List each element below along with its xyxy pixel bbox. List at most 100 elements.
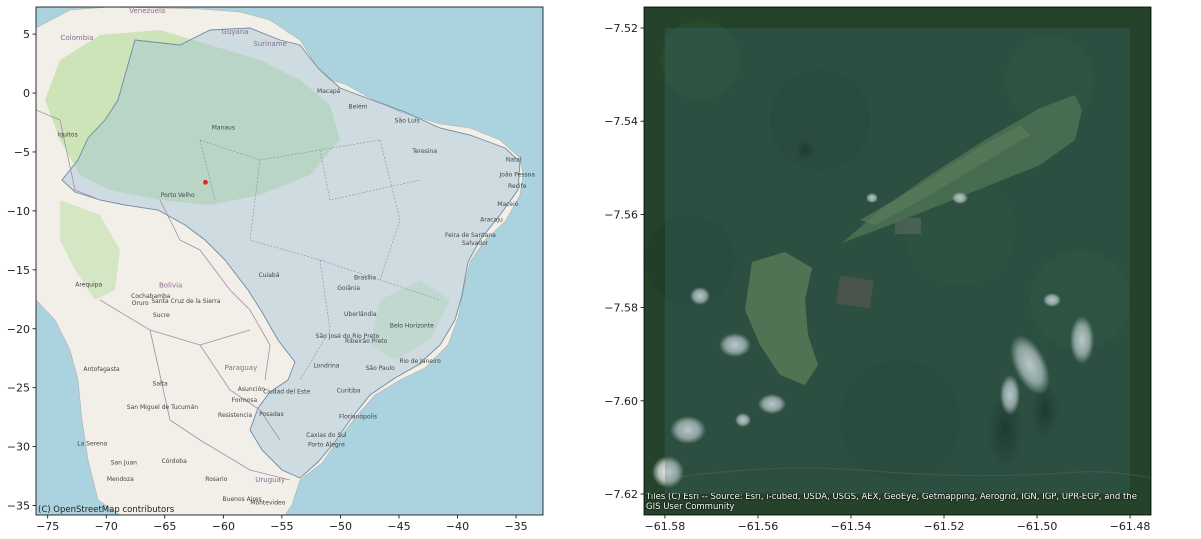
- country-label: Paraguay: [225, 364, 258, 372]
- y-tick-label: −20: [7, 323, 30, 336]
- y-tick-label: −5: [14, 146, 30, 159]
- city-label: Uberlândia: [344, 311, 377, 318]
- city-label: São Paulo: [366, 365, 396, 372]
- y-tick-label: −7.58: [604, 302, 638, 315]
- city-label: Florianópolis: [339, 413, 377, 420]
- city-label: Posadas: [259, 411, 284, 418]
- clearing-west: [745, 252, 818, 385]
- x-tick-label: −61.48: [1110, 520, 1151, 533]
- cloud: [719, 333, 751, 357]
- y-tick-label: 5: [23, 28, 30, 41]
- clearing-northeast-strip: [860, 125, 1030, 225]
- cloud: [670, 416, 706, 444]
- andes-forest: [60, 200, 120, 300]
- y-tick-label: −15: [7, 264, 30, 277]
- right-map-axes: Tiles (C) Esri -- Source: Esri, i-cubed,…: [604, 6, 1152, 533]
- city-label: Natal: [506, 156, 522, 163]
- city-label: Salvador: [462, 240, 489, 247]
- country-label: Bolivia: [159, 282, 182, 290]
- country-label: Colombia: [61, 34, 94, 42]
- forest-canopy: [644, 7, 1151, 515]
- city-label: San Juan: [111, 459, 137, 466]
- city-label: Porto Alegre: [308, 442, 345, 449]
- city-label: João Pessoa: [499, 172, 536, 179]
- y-tick-label: −35: [7, 500, 30, 513]
- city-label: Maceió: [497, 201, 519, 208]
- right-map-imagery: [644, 7, 1151, 515]
- city-label: Cochabamba: [131, 293, 171, 300]
- cloud: [690, 287, 710, 305]
- city-label: Asunción: [238, 386, 265, 393]
- country-label: Suriname: [253, 40, 287, 48]
- cloud: [758, 394, 786, 414]
- city-label: Santa Cruz de la Sierra: [151, 298, 220, 305]
- city-label: Ciudad del Este: [263, 389, 310, 396]
- y-tick-label: −10: [7, 205, 30, 218]
- right-map-attribution-wrap: Tiles (C) Esri -- Source: Esri, i-cubed,…: [646, 493, 1137, 511]
- city-label: Londrina: [313, 363, 339, 370]
- city-label: São Luís: [395, 118, 420, 125]
- cloud: [1010, 335, 1050, 395]
- city-label: Belém: [348, 103, 367, 110]
- y-tick-label: −25: [7, 382, 30, 395]
- country-label: Guyana: [222, 28, 249, 36]
- city-label: Rosario: [205, 476, 228, 483]
- city-label: Resistencia: [218, 412, 252, 419]
- x-tick-label: −70: [95, 520, 118, 533]
- city-label: Antofagasta: [83, 366, 120, 373]
- city-label: Formosa: [232, 397, 258, 404]
- y-tick-label: −7.52: [604, 22, 638, 35]
- brazil-region-overlay: [61, 27, 521, 479]
- x-tick-label: −61.50: [1017, 520, 1058, 533]
- city-label: Belo Horizonte: [390, 323, 434, 330]
- city-label: Brasília: [354, 274, 376, 281]
- city-label: Salta: [153, 380, 169, 387]
- x-tick-label: −45: [387, 520, 410, 533]
- city-label: Sucre: [153, 312, 170, 319]
- city-label: Recife: [508, 183, 527, 190]
- x-tick-label: −61.56: [738, 520, 779, 533]
- sample-point-marker[interactable]: [203, 179, 208, 185]
- river-trace: [659, 467, 1151, 481]
- x-tick-label: −40: [446, 520, 469, 533]
- cloud: [652, 456, 684, 488]
- city-label: San Miguel de Tucumán: [127, 404, 199, 411]
- aoi-overlay-box[interactable]: [664, 27, 1131, 495]
- city-label: Feira de Santana: [445, 232, 496, 239]
- city-label: Goiânia: [337, 285, 360, 292]
- country-label: Venezuela: [129, 7, 165, 15]
- city-label: Arequipa: [75, 281, 102, 288]
- city-label: Oruro: [132, 300, 149, 307]
- y-tick-label: −7.62: [604, 488, 638, 501]
- city-label: Buenos Aires: [223, 496, 262, 503]
- cloud: [952, 192, 968, 204]
- cloud: [1043, 293, 1061, 307]
- x-tick-label: −61.54: [831, 520, 872, 533]
- y-tick-label: −7.60: [604, 395, 638, 408]
- city-label: Iquitos: [58, 132, 78, 139]
- city-label: Cuiabá: [259, 272, 280, 279]
- x-tick-label: −75: [36, 520, 59, 533]
- left-map-axes: Venezuela Colombia Guyana Suriname Bolivia Pa…: [7, 6, 544, 533]
- y-tick-label: 0: [23, 87, 30, 100]
- city-label: Montevideo: [250, 499, 285, 506]
- x-tick-label: −35: [504, 520, 527, 533]
- city-label: Teresina: [411, 148, 437, 155]
- country-label: Uruguay: [255, 476, 285, 484]
- amazon-forest: [45, 30, 340, 205]
- x-tick-label: −50: [329, 520, 352, 533]
- clearing-plot-small: [895, 218, 921, 234]
- city-label: Rio de Janeiro: [399, 358, 441, 365]
- city-label: São José do Rio Preto: [316, 333, 380, 340]
- cloud: [1070, 316, 1094, 364]
- y-tick-label: −7.54: [604, 115, 638, 128]
- state-borders: [199, 139, 441, 381]
- city-label: Aracaju: [480, 217, 503, 224]
- city-label: Macapá: [317, 88, 341, 95]
- city-label: Caxias do Sul: [306, 432, 347, 439]
- cloud: [1000, 375, 1020, 415]
- city-label: Mendoza: [107, 476, 134, 483]
- city-label: La Serena: [77, 440, 107, 447]
- x-tick-label: −61.52: [924, 520, 965, 533]
